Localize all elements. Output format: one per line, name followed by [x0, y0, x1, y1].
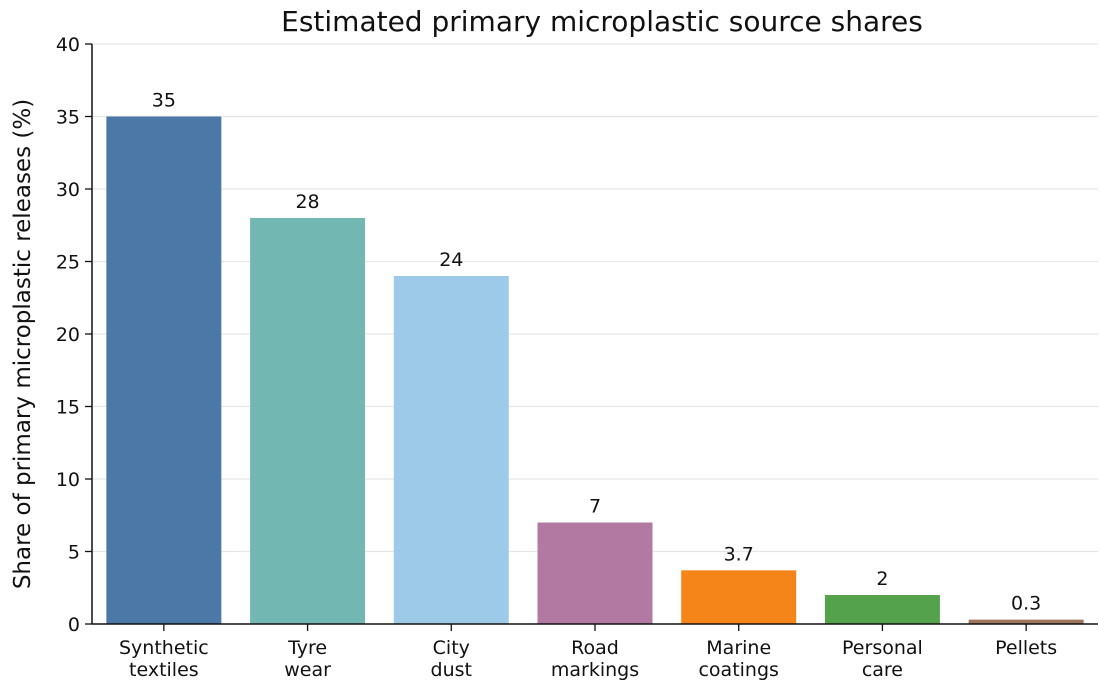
x-tick-label-line: Pellets	[995, 637, 1057, 659]
x-tick-label-line: Tyre	[287, 637, 327, 659]
x-tick-label-line: Personal	[842, 637, 923, 659]
y-tick-label: 0	[68, 614, 80, 636]
x-tick-label-line: wear	[284, 659, 331, 681]
x-tick-label: Tyre wear	[284, 637, 331, 681]
bar	[393, 276, 509, 624]
x-tick-label-line: textiles	[129, 659, 199, 681]
x-tick-label: Synthetic textiles	[119, 637, 209, 681]
y-tick-label: 25	[56, 252, 80, 274]
x-tick-label: Marine coatings	[698, 637, 778, 681]
x-tick-label-line: Road	[571, 637, 619, 659]
labels: 0 5 10 15 20 25 30 35 40 35 Synthetic textiles 28 Tyr…	[56, 34, 1057, 681]
x-tick-label: Personal care	[842, 637, 923, 681]
value-label: 0.3	[1011, 593, 1041, 615]
y-axis-label: Share of primary microplastic releases (…	[10, 99, 36, 589]
chart-title: Estimated primary microplastic source sh…	[281, 5, 923, 38]
bar	[537, 522, 653, 624]
bar	[681, 570, 797, 624]
x-tick-label-line: markings	[551, 659, 639, 681]
value-label: 7	[589, 496, 601, 518]
bar	[250, 218, 366, 624]
x-tick-label-line: coatings	[698, 659, 778, 681]
value-label: 28	[295, 191, 319, 213]
x-tick-label: Pellets	[995, 637, 1057, 659]
x-tick-label: Road markings	[551, 637, 639, 681]
y-tick-label: 35	[56, 107, 80, 129]
x-tick-label-line: City	[433, 637, 470, 659]
axes	[85, 43, 1098, 631]
x-tick-label-line: Synthetic	[119, 637, 209, 659]
x-tick-label: City dust	[431, 637, 472, 681]
value-label: 2	[876, 568, 888, 590]
value-label: 35	[152, 90, 176, 112]
bar	[968, 619, 1084, 624]
y-tick-label: 40	[56, 34, 80, 56]
bar	[106, 116, 222, 624]
y-tick-label: 20	[56, 324, 80, 346]
grid-lines	[92, 43, 1098, 553]
value-label: 24	[439, 249, 463, 271]
y-tick-label: 15	[56, 397, 80, 419]
y-tick-label: 10	[56, 469, 80, 491]
bars	[106, 116, 1084, 624]
y-tick-label: 30	[56, 179, 80, 201]
x-tick-label-line: dust	[431, 659, 472, 681]
bar	[824, 595, 940, 624]
x-tick-label-line: care	[862, 659, 903, 681]
value-label: 3.7	[724, 543, 754, 565]
y-tick-label: 5	[68, 542, 80, 564]
x-tick-label-line: Marine	[706, 637, 771, 659]
